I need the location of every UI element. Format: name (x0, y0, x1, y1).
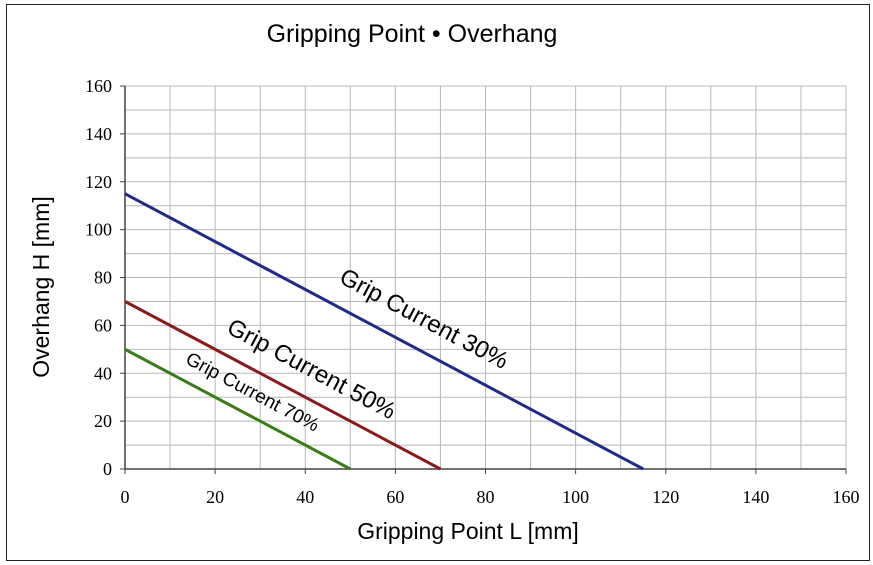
y-tick-labels: 0 20 40 60 80 100 120 140 160 (85, 76, 112, 479)
axes (120, 85, 847, 474)
y-tick-label: 60 (94, 315, 112, 335)
series-labels: Grip Current 30%Grip Current 50%Grip Cur… (182, 263, 513, 436)
y-axis-label: Overhang H [mm] (28, 196, 54, 378)
x-tick-label: 20 (206, 487, 224, 507)
series-line-2 (124, 300, 442, 471)
x-tick-label: 100 (562, 487, 589, 507)
grid-lines (124, 85, 847, 470)
series-line-1 (124, 192, 644, 471)
series-label-2: Grip Current 50% (223, 314, 401, 425)
series-lines (124, 192, 644, 471)
x-tick-label: 160 (833, 487, 860, 507)
y-tick-label: 160 (85, 76, 112, 96)
series-line-3 (124, 347, 352, 471)
y-tick-label: 80 (94, 268, 112, 288)
y-tick-label: 140 (85, 124, 112, 144)
x-tick-label: 120 (652, 487, 679, 507)
y-tick-label: 100 (85, 220, 112, 240)
y-tick-label: 120 (85, 172, 112, 192)
chart-title: Gripping Point • Overhang (267, 20, 558, 48)
x-tick-label: 40 (296, 487, 314, 507)
x-tick-label: 0 (121, 487, 130, 507)
x-axis-label: Gripping Point L [mm] (357, 518, 579, 544)
y-tick-label: 20 (94, 411, 112, 431)
x-tick-label: 80 (477, 487, 495, 507)
y-tick-label: 40 (94, 363, 112, 383)
x-tick-label: 140 (742, 487, 769, 507)
y-tick-label: 0 (103, 459, 112, 479)
x-tick-labels: 0 20 40 60 80 100 120 140 160 (121, 487, 860, 507)
x-tick-label: 60 (386, 487, 404, 507)
